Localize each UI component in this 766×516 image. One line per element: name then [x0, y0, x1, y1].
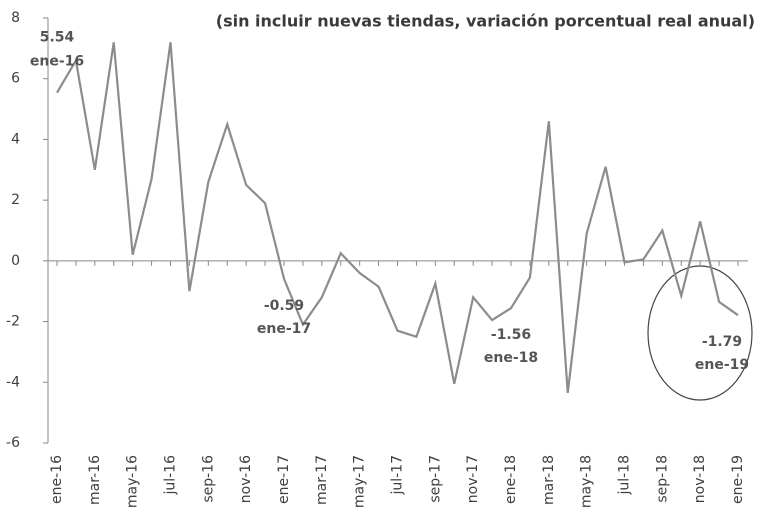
x-tick-label: jul-16: [163, 455, 179, 496]
y-tick-label: 0: [11, 253, 20, 269]
x-tick-label: mar-18: [541, 455, 557, 505]
x-tick-label: sep-17: [427, 455, 443, 503]
x-tick-label: nov-16: [238, 455, 254, 503]
x-tick-label: jul-18: [617, 455, 633, 496]
y-tick-label: -6: [6, 435, 20, 451]
x-tick-label: ene-16: [49, 455, 65, 504]
data-label-date: ene-17: [257, 321, 311, 337]
x-tick-label: ene-18: [503, 455, 519, 504]
x-tick-label: nov-18: [692, 455, 708, 503]
data-label: 5.54: [40, 30, 75, 46]
y-tick-label: -4: [6, 374, 20, 390]
y-tick-label: 6: [11, 71, 20, 87]
data-label-date: ene-18: [484, 350, 538, 366]
highlight-circle: [647, 265, 753, 401]
x-tick-label: mar-17: [314, 455, 330, 505]
x-tick-label: ene-19: [730, 455, 746, 504]
y-tick-label: 2: [11, 192, 20, 208]
data-label-date: ene-19: [695, 357, 749, 373]
y-tick-label: -2: [6, 314, 20, 330]
x-tick-label: mar-16: [87, 455, 103, 505]
x-tick-label: may-18: [579, 455, 595, 508]
data-label: -1.79: [702, 334, 742, 350]
data-line: [56, 42, 739, 394]
x-tick-label: nov-17: [465, 455, 481, 503]
y-tick-label: 8: [11, 10, 20, 26]
x-tick-label: ene-17: [276, 455, 292, 504]
x-tick-label: may-16: [125, 455, 141, 508]
y-tick-label: 4: [11, 131, 20, 147]
chart-title: (sin incluir nuevas tiendas, variación p…: [216, 12, 755, 31]
x-tick-label: jul-17: [390, 455, 406, 496]
data-label: -1.56: [491, 327, 531, 343]
x-tick-label: may-17: [352, 455, 368, 508]
data-label: -0.59: [264, 298, 304, 314]
x-tick-label: sep-18: [654, 455, 670, 503]
data-label-date: ene-16: [30, 54, 84, 70]
x-tick-label: sep-16: [200, 455, 216, 503]
